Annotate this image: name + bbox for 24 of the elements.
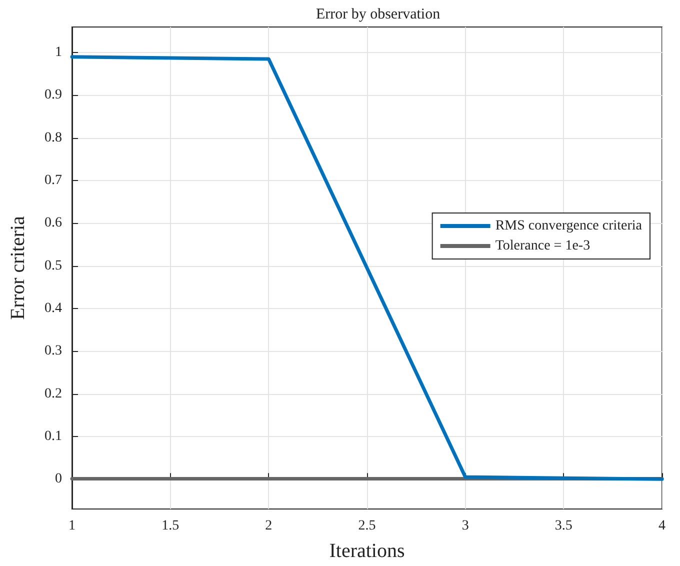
y-tick-label: 0.1 [44, 428, 62, 444]
y-tick-label: 0.3 [44, 344, 62, 359]
chart-title: Error by observation [316, 6, 441, 22]
x-tick-label: 2 [265, 518, 272, 534]
y-tick-label: 0 [55, 472, 62, 487]
y-tick-label: 1 [55, 45, 62, 60]
x-axis-title: Iterations [329, 540, 405, 562]
x-tick-label: 3.5 [554, 518, 572, 534]
legend-label: RMS convergence criteria [495, 218, 643, 234]
x-tick-label: 1.5 [162, 518, 180, 534]
y-tick-label: 0.5 [44, 258, 62, 274]
y-tick-label: 0.4 [44, 301, 62, 316]
x-tick-label: 2.5 [358, 518, 376, 534]
y-axis-title: Error criteria [7, 216, 29, 320]
y-tick-label: 0.2 [44, 386, 62, 402]
x-tick-label: 1 [68, 518, 76, 534]
x-tick-label: 4 [658, 518, 666, 534]
y-tick-label: 0.7 [44, 173, 62, 188]
legend-label: Tolerance = 1e-3 [495, 238, 590, 254]
y-tick-label: 0.6 [44, 216, 62, 231]
y-tick-label: 0.9 [44, 88, 62, 103]
y-tick-label: 0.8 [44, 130, 62, 146]
x-tick-label: 3 [462, 518, 469, 534]
line-series [70, 55, 664, 481]
